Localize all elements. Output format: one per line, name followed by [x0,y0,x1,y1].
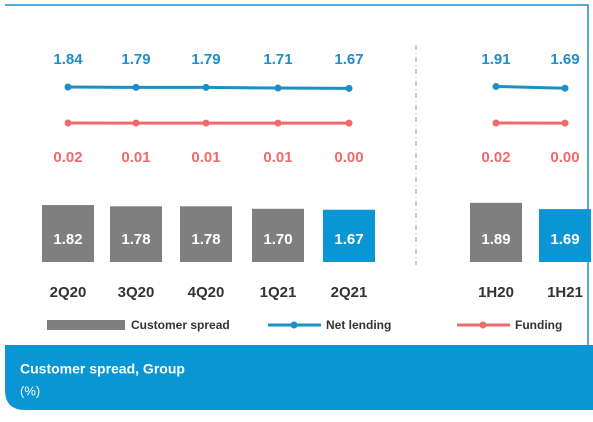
line-value-label: 0.02 [53,149,82,166]
legend-swatch-dot [291,322,298,329]
x-tick-label: 1Q21 [260,284,297,301]
legend-swatch [47,320,125,330]
line-value-label: 0.02 [481,149,510,166]
line-point [275,85,282,92]
footer-band [0,345,593,410]
x-tick-label: 1H20 [478,284,514,301]
line-value-label: 1.71 [263,51,292,68]
bar-value-label: 1.78 [191,231,220,248]
line-point [203,84,210,91]
line-value-label: 1.69 [550,51,579,68]
x-tick-label: 2Q20 [50,284,87,301]
line-point [65,120,72,127]
line-point [562,85,569,92]
legend-label: Net lending [326,318,391,332]
legend-label: Funding [515,318,562,332]
line-point [562,120,569,127]
line-point [275,120,282,127]
line [496,86,565,88]
line-value-label: 1.79 [121,51,150,68]
bar-value-label: 1.89 [481,231,510,248]
line-point [493,83,500,90]
line-value-label: 1.91 [481,51,510,68]
line-value-label: 1.84 [53,51,83,68]
bar-value-label: 1.82 [53,231,82,248]
line-point [133,120,140,127]
line-value-label: 1.79 [191,51,220,68]
legend-label: Customer spread [131,318,230,332]
line-point [65,84,72,91]
line-point [203,120,210,127]
footer-title: Customer spread, Group [20,361,185,377]
line-value-label: 1.67 [334,51,363,68]
line-point [346,120,353,127]
line-value-label: 0.00 [334,149,363,166]
line-value-label: 0.01 [121,149,150,166]
x-tick-label: 2Q21 [331,284,368,301]
legend-swatch-dot [480,322,487,329]
line-value-label: 0.01 [263,149,292,166]
bar-value-label: 1.67 [334,231,363,248]
x-tick-label: 4Q20 [188,284,225,301]
bar-value-label: 1.70 [263,231,292,248]
line-point [493,120,500,127]
x-tick-label: 1H21 [547,284,583,301]
x-tick-label: 3Q20 [118,284,155,301]
footer-subtitle: (%) [20,383,40,398]
line-point [133,84,140,91]
line-value-label: 0.00 [550,149,579,166]
line-value-label: 0.01 [191,149,220,166]
bar-value-label: 1.78 [121,231,150,248]
line-point [346,85,353,92]
bar-value-label: 1.69 [550,231,579,248]
